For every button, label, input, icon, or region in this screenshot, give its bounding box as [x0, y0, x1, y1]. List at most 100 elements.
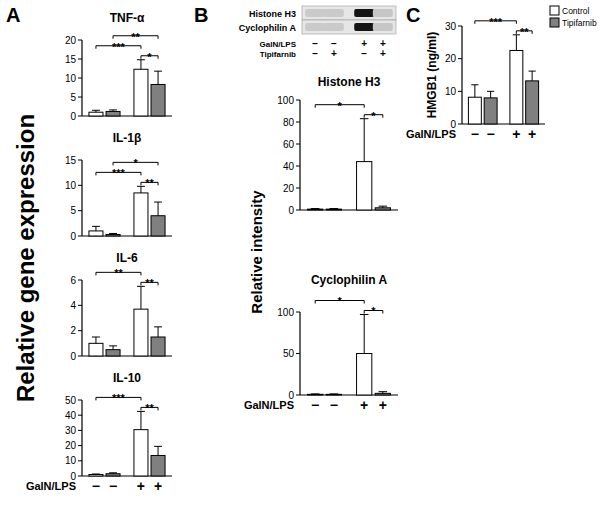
error-bar: [92, 226, 100, 231]
error-line: [140, 286, 141, 309]
error-cap: [109, 345, 117, 346]
y-tick: [458, 58, 462, 59]
y-axis-line: [461, 26, 462, 124]
error-line: [490, 91, 491, 98]
error-line: [516, 35, 517, 51]
y-tick: [78, 330, 82, 331]
error-bar: [92, 337, 100, 343]
x-tick-label: −: [487, 126, 495, 142]
blot-band: [305, 9, 325, 17]
significance-label: ***: [112, 41, 126, 53]
y-tick-label: 30: [445, 21, 457, 32]
error-line: [140, 60, 141, 70]
y-tick: [78, 415, 82, 416]
y-tick-label: 15: [65, 155, 77, 166]
bar: [326, 209, 341, 211]
error-cap: [154, 202, 162, 203]
error-bar: [154, 71, 162, 84]
y-tick: [78, 460, 82, 461]
x-tick-label: +: [360, 397, 368, 413]
significance-label: *: [338, 295, 343, 307]
y-tick: [458, 91, 462, 92]
data-group: [89, 286, 165, 356]
error-line: [158, 71, 159, 84]
y-axis-label: Relative intensity: [248, 190, 265, 314]
data-group: [89, 60, 165, 116]
blot-row-label: GalN/LPS: [260, 40, 297, 49]
y-tick: [78, 40, 82, 41]
bar: [308, 209, 323, 211]
blot-strip: [302, 20, 396, 34]
data-group: [308, 314, 391, 395]
bar: [326, 394, 341, 396]
y-tick: [296, 188, 300, 189]
bar: [134, 309, 148, 356]
bar: [151, 337, 165, 356]
blot-sign: +: [331, 48, 337, 59]
background: [0, 0, 600, 526]
y-axis-line: [299, 100, 300, 210]
y-tick-label: 40: [283, 161, 295, 172]
y-tick-label: 0: [70, 231, 76, 242]
y-tick-label: 15: [65, 54, 77, 65]
y-tick-label: 20: [283, 183, 295, 194]
bar: [510, 51, 523, 125]
error-line: [95, 226, 96, 231]
error-line: [474, 85, 475, 97]
error-cap: [154, 446, 162, 447]
blot-band: [354, 9, 374, 17]
error-cap: [137, 59, 145, 60]
chart-title: Histone H3: [318, 75, 381, 89]
error-line: [158, 202, 159, 216]
significance-label: **: [131, 31, 140, 43]
bar: [151, 216, 165, 236]
x-tick-label: +: [379, 397, 387, 413]
bar: [89, 112, 103, 116]
error-bar: [379, 206, 388, 208]
error-cap: [330, 208, 339, 209]
error-bar: [311, 208, 320, 210]
y-tick-label: 20: [65, 35, 77, 46]
error-cap: [92, 337, 100, 338]
y-tick-label: 100: [277, 307, 294, 318]
error-cap: [92, 474, 100, 475]
y-tick-label: 40: [65, 410, 77, 421]
y-tick-label: 20: [65, 440, 77, 451]
error-bar: [471, 85, 478, 97]
chart: Histone H3Relative intensity020406080100…: [248, 75, 398, 314]
y-tick-label: 5: [70, 92, 76, 103]
error-bar: [109, 346, 117, 350]
error-bar: [109, 233, 117, 234]
significance-label: **: [145, 402, 154, 414]
chart-title: IL-10: [113, 371, 141, 385]
y-tick: [296, 144, 300, 145]
chart: Cyclophilin A050100−−++GalN/LPS**: [244, 273, 398, 413]
y-axis-label: Relative gene expression: [12, 114, 39, 402]
error-line: [140, 186, 141, 193]
blot-band: [373, 9, 393, 17]
x-tick-label: +: [137, 478, 145, 494]
error-cap: [529, 71, 536, 72]
error-bar: [154, 446, 162, 455]
panel-label: C: [406, 4, 420, 26]
y-tick: [78, 476, 82, 477]
data-group: [308, 119, 391, 210]
y-tick-label: 10: [65, 455, 77, 466]
x-tick-label: +: [154, 478, 162, 494]
error-cap: [513, 34, 520, 35]
error-bar: [360, 119, 369, 162]
blot-sign: +: [380, 48, 386, 59]
y-tick: [296, 122, 300, 123]
significance-label: *: [147, 51, 152, 63]
error-cap: [92, 226, 100, 227]
blot-band: [324, 9, 344, 17]
chart-title: IL-6: [116, 251, 138, 265]
error-bar: [92, 110, 100, 112]
y-axis-line: [81, 400, 82, 476]
blot-sign: −: [312, 48, 318, 59]
bar: [357, 162, 372, 210]
error-cap: [154, 71, 162, 72]
blot-band-label: Histone H3: [249, 9, 296, 19]
bar: [134, 69, 148, 116]
blot-band: [373, 23, 393, 31]
